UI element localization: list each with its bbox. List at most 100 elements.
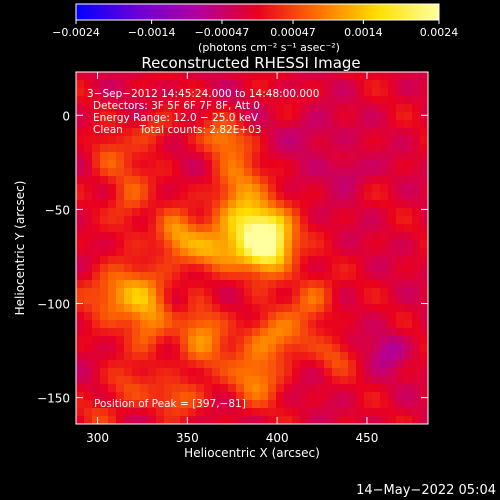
heatmap-cell	[412, 264, 420, 272]
heatmap-cell	[180, 352, 188, 360]
heatmap-cell	[164, 232, 172, 240]
heatmap-cell	[388, 352, 396, 360]
heatmap-cell	[132, 192, 140, 200]
heatmap-cell	[188, 304, 196, 312]
annotation-detectors: Detectors: 3F 5F 6F 7F 8F, Att 0	[93, 100, 260, 112]
x-axis-label: Heliocentric X (arcsec)	[184, 446, 320, 460]
heatmap-cell	[372, 256, 380, 264]
heatmap-cell	[404, 72, 412, 80]
heatmap-cell	[332, 400, 340, 408]
heatmap-cell	[156, 248, 164, 256]
heatmap-cell	[340, 416, 348, 424]
heatmap-cell	[100, 144, 108, 152]
heatmap-cell	[132, 240, 140, 248]
heatmap-cell	[84, 168, 92, 176]
heatmap-cell	[268, 168, 276, 176]
heatmap-cell	[260, 72, 268, 80]
heatmap-cell	[324, 216, 332, 224]
heatmap-cell	[380, 208, 388, 216]
heatmap-cell	[340, 120, 348, 128]
heatmap-cell	[380, 144, 388, 152]
heatmap-cell	[412, 328, 420, 336]
heatmap-cell	[116, 344, 124, 352]
heatmap-cell	[380, 88, 388, 96]
heatmap-cell	[196, 280, 204, 288]
heatmap-cell	[340, 88, 348, 96]
heatmap-cell	[380, 376, 388, 384]
heatmap-cell	[292, 336, 300, 344]
heatmap-cell	[212, 336, 220, 344]
heatmap-cell	[348, 400, 356, 408]
heatmap-cell	[204, 200, 212, 208]
heatmap-cell	[340, 336, 348, 344]
heatmap-cell	[244, 240, 252, 248]
heatmap-cell	[124, 272, 132, 280]
heatmap-cell	[364, 120, 372, 128]
heatmap-cell	[124, 216, 132, 224]
heatmap-cell	[300, 320, 308, 328]
heatmap-cell	[116, 136, 124, 144]
heatmap-cell	[356, 96, 364, 104]
heatmap-cell	[356, 136, 364, 144]
heatmap-cell	[124, 192, 132, 200]
heatmap-cell	[412, 184, 420, 192]
heatmap-cell	[124, 336, 132, 344]
heatmap-cell	[212, 176, 220, 184]
heatmap-cell	[92, 216, 100, 224]
heatmap-cell	[284, 304, 292, 312]
heatmap-cell	[132, 288, 140, 296]
y-tick-label: −50	[45, 203, 70, 217]
heatmap-cell	[356, 384, 364, 392]
heatmap-cell	[356, 144, 364, 152]
heatmap-cell	[180, 256, 188, 264]
heatmap-cell	[76, 192, 84, 200]
heatmap-cell	[244, 296, 252, 304]
heatmap-cell	[92, 240, 100, 248]
heatmap-cell	[292, 168, 300, 176]
heatmap-cell	[348, 72, 356, 80]
heatmap-cell	[300, 352, 308, 360]
heatmap-cell	[124, 312, 132, 320]
heatmap-cell	[188, 256, 196, 264]
heatmap-cell	[268, 376, 276, 384]
heatmap-cell	[268, 400, 276, 408]
heatmap-cell	[244, 312, 252, 320]
heatmap-cell	[404, 216, 412, 224]
heatmap-cell	[116, 384, 124, 392]
heatmap-cell	[308, 224, 316, 232]
heatmap-cell	[316, 248, 324, 256]
heatmap-cell	[172, 224, 180, 232]
heatmap-cell	[180, 344, 188, 352]
heatmap-cell	[244, 344, 252, 352]
heatmap-cell	[116, 328, 124, 336]
heatmap-cell	[212, 288, 220, 296]
heatmap-cell	[316, 280, 324, 288]
heatmap-cell	[188, 240, 196, 248]
heatmap-cell	[124, 136, 132, 144]
heatmap-cell	[404, 344, 412, 352]
heatmap-cell	[148, 384, 156, 392]
heatmap-cell	[316, 352, 324, 360]
heatmap-cell	[180, 144, 188, 152]
heatmap-cell	[204, 280, 212, 288]
heatmap-cell	[76, 352, 84, 360]
heatmap-cell	[212, 168, 220, 176]
heatmap-cell	[308, 168, 316, 176]
heatmap-cell	[300, 408, 308, 416]
heatmap-cell	[164, 136, 172, 144]
heatmap-cell	[196, 360, 204, 368]
heatmap-cell	[284, 144, 292, 152]
heatmap-cell	[252, 200, 260, 208]
heatmap-cell	[380, 72, 388, 80]
heatmap-cell	[156, 376, 164, 384]
heatmap-cell	[172, 200, 180, 208]
heatmap-cell	[276, 272, 284, 280]
heatmap-cell	[300, 232, 308, 240]
heatmap-cell	[188, 272, 196, 280]
heatmap-cell	[404, 144, 412, 152]
heatmap-cell	[132, 216, 140, 224]
heatmap-cell	[188, 208, 196, 216]
heatmap-cell	[116, 280, 124, 288]
heatmap-cell	[116, 264, 124, 272]
heatmap-cell	[92, 192, 100, 200]
